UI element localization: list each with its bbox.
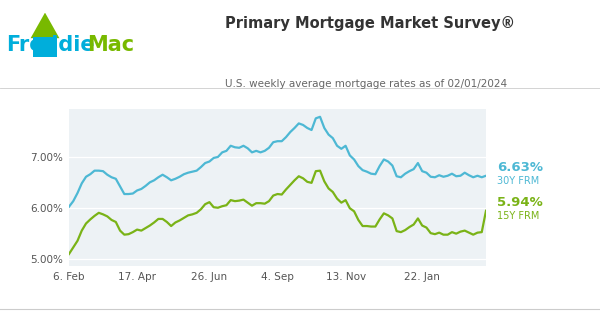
Text: Primary Mortgage Market Survey®: Primary Mortgage Market Survey® (225, 16, 515, 31)
Polygon shape (34, 37, 56, 57)
Text: 6.63%: 6.63% (497, 161, 543, 175)
Polygon shape (31, 13, 59, 38)
Text: Mac: Mac (87, 35, 134, 54)
Text: 5.94%: 5.94% (497, 197, 542, 209)
Text: U.S. weekly average mortgage rates as of 02/01/2024: U.S. weekly average mortgage rates as of… (225, 79, 507, 89)
Text: 30Y FRM: 30Y FRM (497, 176, 539, 186)
Text: 15Y FRM: 15Y FRM (497, 211, 539, 221)
Text: Freddie: Freddie (6, 35, 95, 54)
